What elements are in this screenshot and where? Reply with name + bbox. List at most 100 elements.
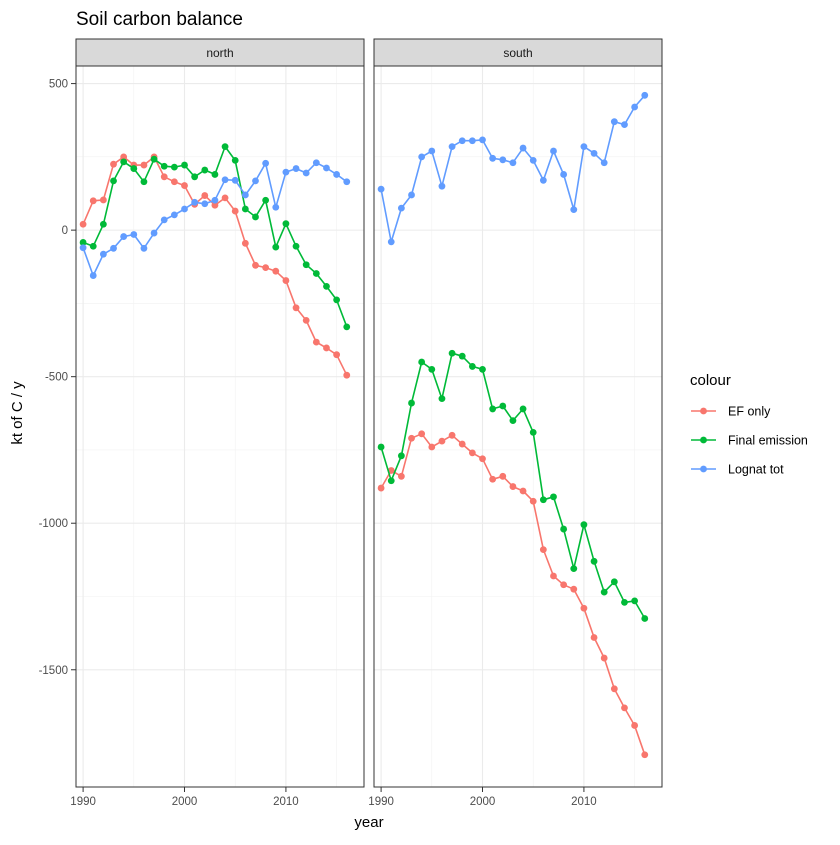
data-point <box>631 597 639 605</box>
data-point <box>302 317 310 324</box>
data-point <box>631 103 639 111</box>
x-tick-label: 1990 <box>70 796 96 808</box>
data-point <box>262 196 270 204</box>
x-tick-label: 1990 <box>368 796 394 808</box>
legend-title: colour <box>690 372 731 389</box>
data-point <box>333 171 341 178</box>
data-point <box>150 155 158 163</box>
data-point <box>641 615 649 622</box>
data-point <box>181 182 188 189</box>
data-point <box>160 162 168 170</box>
data-point <box>231 176 239 184</box>
data-point <box>150 229 158 237</box>
data-point <box>489 405 497 413</box>
data-point <box>140 178 148 186</box>
data-point <box>550 493 557 501</box>
data-point <box>282 168 290 176</box>
data-point <box>160 216 168 224</box>
data-point <box>89 242 97 250</box>
data-point <box>600 159 608 167</box>
data-point <box>550 147 557 155</box>
data-point <box>397 204 405 212</box>
data-point <box>99 220 107 228</box>
data-point <box>292 165 300 172</box>
data-point <box>201 192 209 199</box>
x-tick-label: 2000 <box>470 796 496 808</box>
legend-label: EF only <box>728 405 771 419</box>
data-point <box>170 178 178 186</box>
data-point <box>89 272 97 279</box>
data-point <box>479 136 486 144</box>
data-point <box>458 352 466 360</box>
data-point <box>448 349 456 357</box>
data-point <box>590 149 598 157</box>
data-point <box>570 565 578 573</box>
data-point <box>211 171 219 178</box>
data-point <box>580 143 588 150</box>
data-point <box>600 588 608 596</box>
data-point <box>323 283 330 290</box>
data-point <box>499 472 507 480</box>
y-tick-label: -500 <box>45 372 68 384</box>
data-point <box>519 144 527 152</box>
legend-entry: Lognat tot <box>691 463 784 477</box>
data-point <box>262 159 270 167</box>
y-tick-label: -1500 <box>39 665 68 677</box>
data-point <box>130 165 138 172</box>
data-point <box>428 147 436 155</box>
facet-strip-label: south <box>503 46 532 60</box>
data-point <box>241 191 249 199</box>
x-tick-label: 2010 <box>571 796 597 808</box>
data-point <box>221 143 229 150</box>
data-point <box>631 722 639 729</box>
data-point <box>302 261 310 269</box>
legend-label: Final emission <box>728 434 808 448</box>
data-point <box>458 440 466 448</box>
data-point <box>499 402 507 410</box>
data-point <box>120 153 128 161</box>
data-point <box>231 156 239 164</box>
data-point <box>408 191 415 199</box>
data-point <box>438 395 446 403</box>
y-axis-title: kt of C / y <box>9 381 26 445</box>
data-point <box>272 203 280 211</box>
facet-panel-south: south 1990 2000 2010 <box>368 38 663 808</box>
data-point <box>292 242 300 250</box>
legend-key-point <box>700 465 707 473</box>
panel-border <box>373 65 663 788</box>
data-point <box>343 323 351 331</box>
x-axis-title: year <box>354 814 383 831</box>
data-point <box>241 205 249 213</box>
data-point <box>140 244 148 252</box>
data-point <box>377 185 385 193</box>
data-point <box>231 207 239 215</box>
data-point <box>428 365 436 373</box>
data-point <box>120 158 128 166</box>
data-point <box>221 194 229 202</box>
data-point <box>489 154 497 162</box>
data-point <box>570 206 578 214</box>
data-point <box>570 585 578 593</box>
data-point <box>292 304 300 312</box>
data-point <box>377 443 385 451</box>
data-point <box>468 449 476 457</box>
data-point <box>170 163 178 171</box>
data-point <box>610 685 618 693</box>
data-point <box>580 604 588 612</box>
data-point <box>408 399 415 407</box>
data-point <box>600 654 608 662</box>
data-point <box>110 177 117 185</box>
data-point <box>529 497 537 505</box>
data-point <box>191 198 199 206</box>
data-point <box>333 296 341 304</box>
data-point <box>387 467 395 474</box>
data-point <box>458 137 466 145</box>
data-point <box>590 557 598 565</box>
data-point <box>418 430 426 438</box>
data-point <box>529 428 537 436</box>
legend-entry: EF only <box>691 405 771 419</box>
data-point <box>519 405 527 413</box>
data-point <box>333 351 341 359</box>
data-point <box>79 220 87 228</box>
